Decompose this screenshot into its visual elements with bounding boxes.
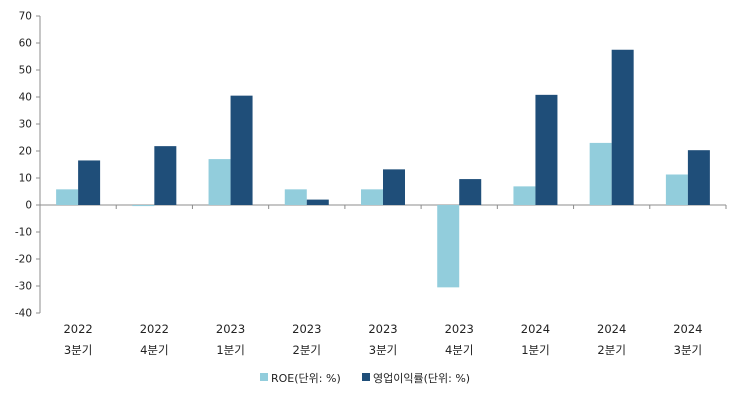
legend: ROE(단위: %) 영업이익률(단위: %) <box>260 372 470 385</box>
bar-roe <box>513 186 536 205</box>
bar-roe <box>56 189 79 205</box>
bar-operating-margin <box>459 179 482 205</box>
bar-roe <box>284 189 307 205</box>
legend-swatch <box>260 373 268 381</box>
legend-label: ROE(단위: %) <box>271 372 341 385</box>
category-year-label: 2023 <box>216 322 245 336</box>
y-axis: -40 -30 -20 -10 0 10 20 30 40 50 60 70 <box>15 11 41 320</box>
category-quarter-label: 3분기 <box>64 343 92 357</box>
category-quarter-label: 2분기 <box>597 343 625 357</box>
bar-operating-margin <box>611 49 634 205</box>
y-tick-label: 30 <box>19 119 32 131</box>
bar-operating-margin <box>230 95 253 205</box>
category-year-label: 2023 <box>368 322 397 336</box>
bar-operating-margin <box>687 150 710 205</box>
category-quarter-label: 3분기 <box>674 343 702 357</box>
category-year-label: 2024 <box>597 322 626 336</box>
category-quarter-label: 3분기 <box>369 343 397 357</box>
bar-operating-margin <box>78 160 101 205</box>
category-quarter-label: 1분기 <box>521 343 549 357</box>
y-tick-label: -20 <box>15 254 32 266</box>
y-tick-label: -10 <box>15 227 32 239</box>
bar-operating-margin <box>535 94 558 205</box>
category-year-label: 2024 <box>673 322 702 336</box>
bar-operating-margin <box>383 169 405 205</box>
y-tick-label: -30 <box>15 281 32 293</box>
category-quarter-label: 4분기 <box>445 343 473 357</box>
category-year-label: 2022 <box>140 322 169 336</box>
category-quarter-label: 4분기 <box>140 343 168 357</box>
bars <box>56 49 710 288</box>
category-year-label: 2023 <box>445 322 474 336</box>
y-tick-label: 20 <box>19 146 32 158</box>
category-year-label: 2022 <box>63 322 92 336</box>
category-labels: 2022 3분기 2022 4분기 2023 1분기 2023 2분기 2023 3분기 2023 4… <box>63 322 702 357</box>
y-tick-label: 70 <box>19 11 32 23</box>
y-tick-label: 0 <box>25 200 32 212</box>
category-quarter-label: 2분기 <box>293 343 321 357</box>
y-tick-label: -40 <box>15 308 32 320</box>
bar-roe <box>589 142 612 205</box>
bar-roe <box>361 189 383 205</box>
y-tick-label: 40 <box>19 92 32 104</box>
bar-roe <box>132 205 155 207</box>
y-tick-label: 50 <box>19 65 32 77</box>
category-quarter-label: 1분기 <box>216 343 244 357</box>
bar-roe <box>437 205 460 288</box>
legend-label: 영업이익률(단위: %) <box>373 372 470 385</box>
bar-roe <box>208 159 231 205</box>
bar-roe <box>665 174 688 205</box>
legend-swatch <box>362 373 370 381</box>
bar-operating-margin <box>154 146 177 205</box>
bar-operating-margin <box>306 199 329 205</box>
category-year-label: 2024 <box>521 322 550 336</box>
y-tick-label: 10 <box>19 173 32 185</box>
category-year-label: 2023 <box>292 322 321 336</box>
y-tick-label: 60 <box>19 38 32 50</box>
